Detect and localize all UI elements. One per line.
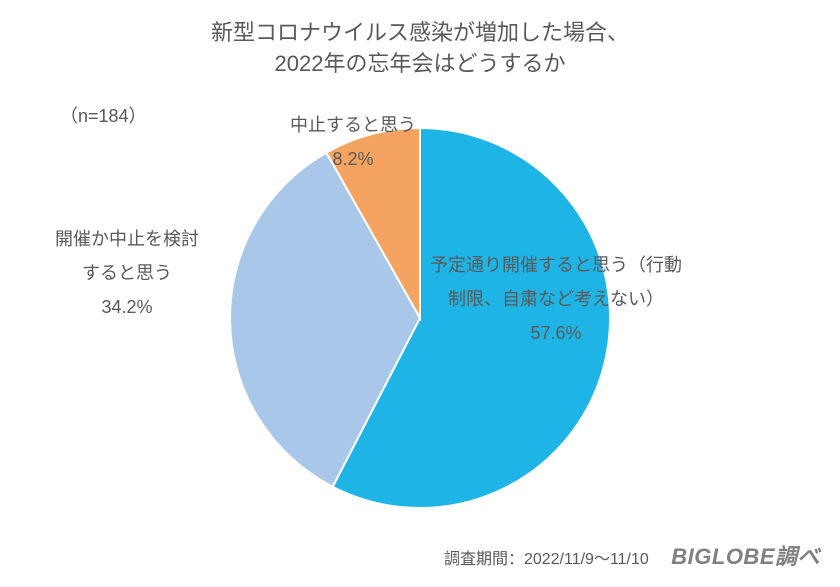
brand: BIGLOBE調べ xyxy=(671,544,820,569)
survey-period: 調査期間：2022/11/9～11/10 xyxy=(444,551,649,568)
slice-label-cancel: 中止すると思う 8.2% xyxy=(290,108,416,176)
slice-label-proceed: 予定通り開催すると思う（行動 制限、自粛など考えない） 57.6% xyxy=(430,248,682,351)
slice-label-line: 開催か中止を検討 xyxy=(55,229,199,249)
title-line-2: 2022年の忘年会はどうするか xyxy=(275,51,566,76)
slice-label-line: 制限、自粛など考えない） xyxy=(448,289,664,309)
slice-pct: 8.2% xyxy=(332,149,373,169)
slice-label-consider: 開催か中止を検討 すると思う 34.2% xyxy=(55,222,199,325)
title-line-1: 新型コロナウイルス感染が増加した場合、 xyxy=(211,20,629,45)
slice-pct: 57.6% xyxy=(530,323,581,343)
slice-label-line: すると思う xyxy=(82,263,172,283)
slice-label-line: 予定通り開催すると思う（行動 xyxy=(430,255,682,275)
slice-label-line: 中止すると思う xyxy=(290,115,416,135)
sample-size: （n=184） xyxy=(60,102,147,128)
slice-pct: 34.2% xyxy=(101,297,152,317)
chart-title: 新型コロナウイルス感染が増加した場合、 2022年の忘年会はどうするか xyxy=(0,0,840,80)
footer: 調査期間：2022/11/9～11/10 BIGLOBE調べ xyxy=(0,539,820,571)
